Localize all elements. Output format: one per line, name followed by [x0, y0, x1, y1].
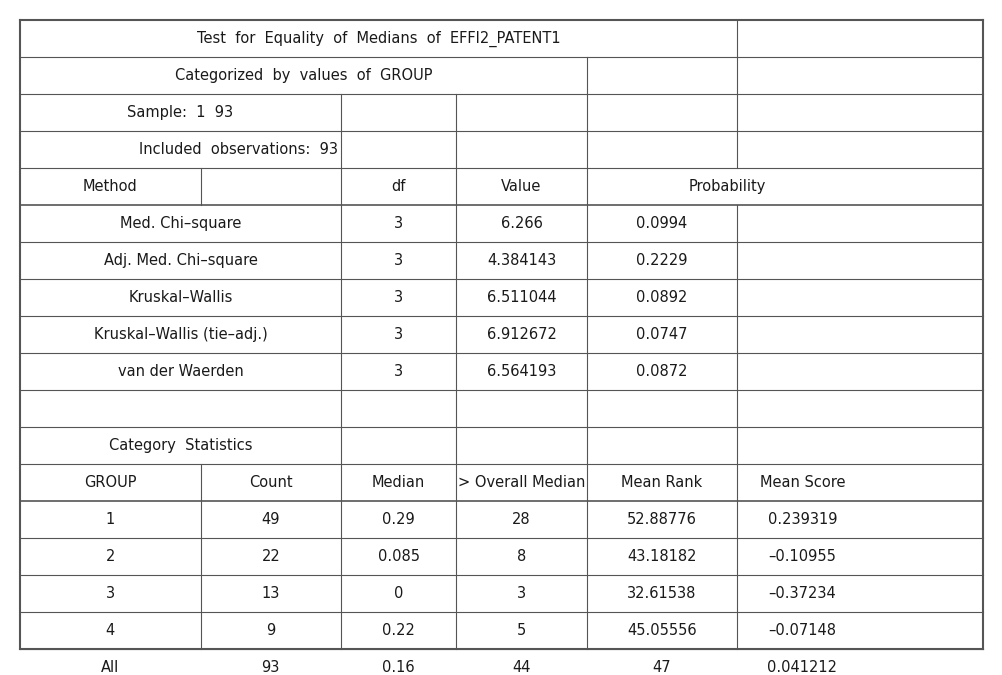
Text: All: All [101, 659, 119, 674]
Text: 0.2229: 0.2229 [635, 253, 687, 268]
Text: 0.0872: 0.0872 [635, 364, 687, 379]
Text: 5: 5 [516, 622, 526, 638]
Text: GROUP: GROUP [84, 475, 136, 490]
Text: 6.266: 6.266 [500, 216, 542, 231]
Text: 0: 0 [394, 586, 403, 601]
Text: Count: Count [248, 475, 293, 490]
Text: Kruskal–Wallis: Kruskal–Wallis [128, 290, 232, 305]
Text: Med. Chi–square: Med. Chi–square [119, 216, 241, 231]
Text: –0.07148: –0.07148 [768, 622, 836, 638]
Text: Value: Value [501, 179, 541, 194]
Text: 13: 13 [262, 586, 280, 601]
Text: 32.61538: 32.61538 [626, 586, 696, 601]
Text: Probability: Probability [687, 179, 766, 194]
Text: 3: 3 [394, 290, 403, 305]
Text: 0.22: 0.22 [382, 622, 415, 638]
Text: Mean Rank: Mean Rank [620, 475, 702, 490]
Text: 0.0892: 0.0892 [635, 290, 687, 305]
Text: Test  for  Equality  of  Medians  of  EFFI2_PATENT1: Test for Equality of Medians of EFFI2_PA… [196, 30, 560, 47]
Text: 0.0994: 0.0994 [635, 216, 687, 231]
Text: 28: 28 [512, 512, 530, 526]
Text: 22: 22 [262, 549, 280, 564]
Text: Method: Method [83, 179, 137, 194]
Text: 43.18182: 43.18182 [626, 549, 696, 564]
Text: 1: 1 [105, 512, 115, 526]
Text: 49: 49 [262, 512, 280, 526]
Text: Adj. Med. Chi–square: Adj. Med. Chi–square [103, 253, 258, 268]
Text: 8: 8 [516, 549, 526, 564]
Text: 0.041212: 0.041212 [767, 659, 837, 674]
Text: 3: 3 [105, 586, 115, 601]
Text: –0.37234: –0.37234 [768, 586, 836, 601]
Text: 0.085: 0.085 [378, 549, 419, 564]
Text: 93: 93 [262, 659, 280, 674]
Text: Median: Median [372, 475, 425, 490]
Text: 44: 44 [512, 659, 530, 674]
Text: 45.05556: 45.05556 [626, 622, 696, 638]
Text: 6.912672: 6.912672 [486, 327, 556, 342]
Text: Categorized  by  values  of  GROUP: Categorized by values of GROUP [174, 68, 432, 83]
Text: 0.0747: 0.0747 [635, 327, 687, 342]
Text: Category  Statistics: Category Statistics [108, 438, 253, 453]
Text: 9: 9 [266, 622, 276, 638]
Text: 2: 2 [105, 549, 115, 564]
Text: Sample:  1  93: Sample: 1 93 [127, 105, 233, 120]
Text: 6.511044: 6.511044 [486, 290, 556, 305]
Text: Kruskal–Wallis (tie–adj.): Kruskal–Wallis (tie–adj.) [93, 327, 268, 342]
Text: 0.16: 0.16 [382, 659, 415, 674]
Text: 3: 3 [394, 253, 403, 268]
Text: 4: 4 [105, 622, 115, 638]
Text: Included  observations:  93: Included observations: 93 [138, 142, 338, 157]
Text: 3: 3 [394, 216, 403, 231]
Text: df: df [391, 179, 406, 194]
Text: Mean Score: Mean Score [759, 475, 845, 490]
Text: –0.10955: –0.10955 [768, 549, 836, 564]
Text: 4.384143: 4.384143 [486, 253, 556, 268]
Text: 3: 3 [394, 364, 403, 379]
Text: 0.29: 0.29 [382, 512, 415, 526]
Text: > Overall Median: > Overall Median [458, 475, 584, 490]
Text: van der Waerden: van der Waerden [117, 364, 243, 379]
Text: 3: 3 [394, 327, 403, 342]
Text: 3: 3 [516, 586, 526, 601]
Text: 6.564193: 6.564193 [486, 364, 556, 379]
Text: 0.239319: 0.239319 [767, 512, 837, 526]
Text: 47: 47 [652, 659, 670, 674]
Text: 52.88776: 52.88776 [626, 512, 696, 526]
